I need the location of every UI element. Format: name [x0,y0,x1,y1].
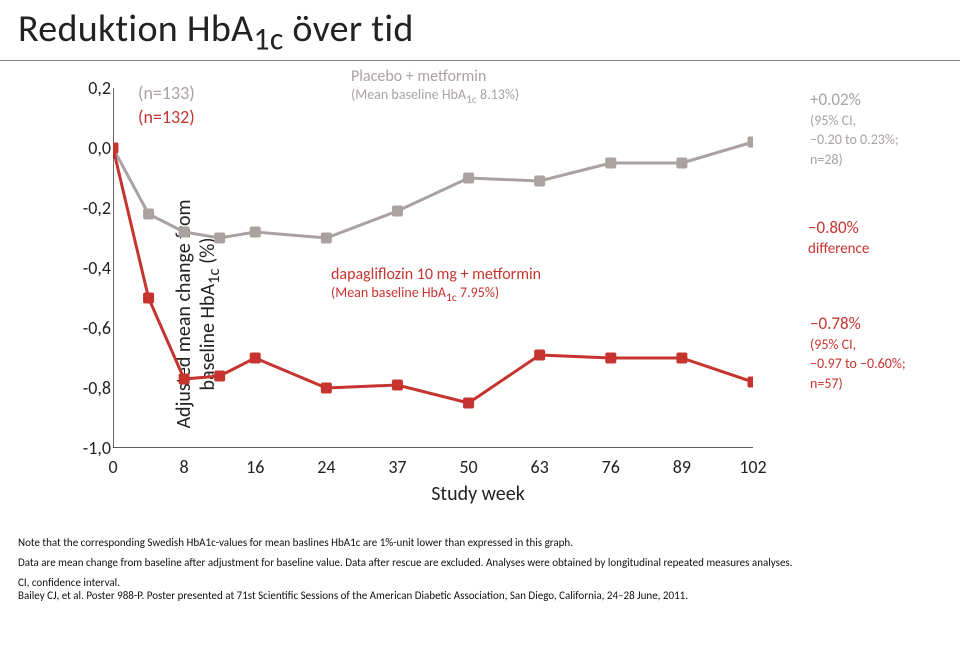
footnote-ci: CI, confidence interval. [18,576,938,590]
tick-x: 37 [388,456,406,478]
tick-y: -0,8 [73,377,111,399]
placebo-endpoint-annotation: +0.02% (95% CI, −0.20 to 0.23%; n=28) [810,90,899,168]
tick-x: 16 [246,456,264,478]
dapa-series-label: dapagliflozin 10 mg + metformin (Mean ba… [331,266,541,306]
plot-area: (n=133) (n=132) Placebo + metformin (Mea… [113,88,753,448]
tick-y: -0,4 [73,257,111,279]
tick-x: 89 [673,456,691,478]
tick-x: 24 [317,456,335,478]
placebo-series-label: Placebo + metformin (Mean baseline HbA1c… [351,68,519,108]
tick-x: 76 [602,456,620,478]
dapa-n-label: (n=132) [138,106,195,128]
tick-x: 0 [108,456,117,478]
tick-x: 63 [531,456,549,478]
x-axis-label: Study week [18,482,938,506]
tick-y: -0,6 [73,317,111,339]
footnote-methods: Data are mean change from baseline after… [18,556,938,570]
footnotes: Note that the corresponding Swedish HbA1… [18,536,938,609]
placebo-n-label: (n=133) [138,82,195,104]
tick-x: 50 [459,456,477,478]
tick-y: -1,0 [73,437,111,459]
dapa-endpoint-annotation: −0.78% (95% CI, −0.97 to −0.60%; n=57) [810,314,906,392]
tick-x: 8 [180,456,189,478]
tick-y: 0,0 [73,137,111,159]
difference-annotation: −0.80% difference [808,218,869,258]
page-title: Reduktion HbA1c över tid [18,6,414,59]
footnote-note: Note that the corresponding Swedish HbA1… [18,536,938,550]
footnote-ref: Bailey CJ, et al. Poster 988-P. Poster p… [18,589,938,603]
title-divider [0,60,960,61]
chart: Adjusted mean change frombaseline HbA1c … [18,78,938,498]
tick-x: 102 [739,456,766,478]
tick-y: -0,2 [73,197,111,219]
tick-y: 0,2 [73,77,111,99]
